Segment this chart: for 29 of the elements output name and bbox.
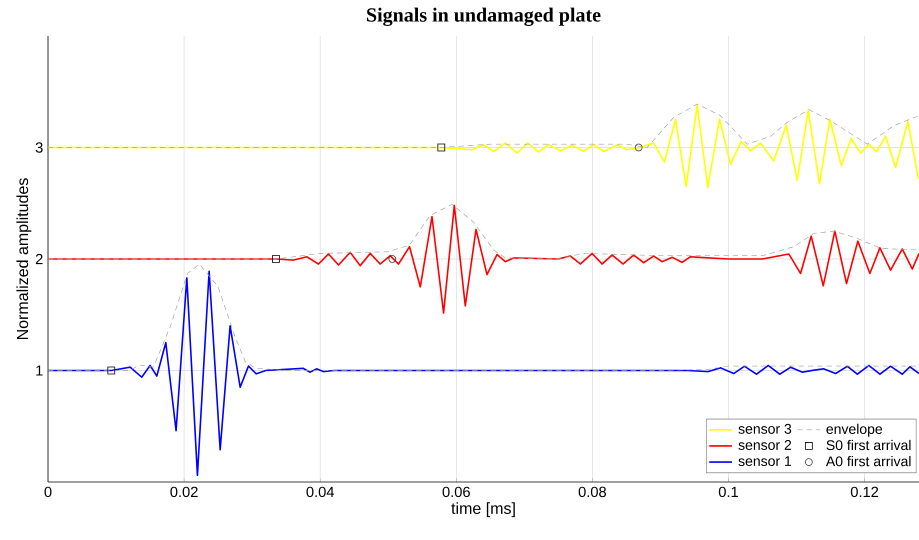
x-tick-label: 0.12 bbox=[850, 486, 878, 498]
x-tick-label: 0.04 bbox=[306, 486, 334, 498]
y-tick-label: 2 bbox=[36, 254, 43, 264]
x-tick-label: 0.06 bbox=[442, 486, 470, 498]
point bbox=[107, 366, 116, 374]
x-tick-label: 0.1 bbox=[718, 486, 738, 498]
line-series bbox=[48, 204, 919, 260]
y-tick-label: 1 bbox=[36, 365, 43, 376]
legend-label: A0 first arrival bbox=[826, 456, 911, 466]
x-axis-title: time [ms] bbox=[451, 502, 515, 518]
chart-title: Signals in undamaged plate bbox=[367, 8, 601, 26]
legend-label: S0 first arrival bbox=[826, 440, 911, 450]
y-axis-title: Normalized amplitudes bbox=[16, 178, 32, 340]
y-tick-label: 3 bbox=[36, 142, 43, 153]
point bbox=[272, 255, 280, 263]
line-series bbox=[48, 104, 919, 148]
legend-label: sensor 3 bbox=[738, 424, 792, 434]
x-tick-label: 0.02 bbox=[170, 486, 198, 498]
point bbox=[388, 255, 396, 263]
line-series bbox=[48, 204, 919, 314]
point bbox=[437, 144, 446, 152]
line-series bbox=[48, 104, 919, 188]
legend-label: sensor 2 bbox=[738, 440, 792, 450]
legend-label: envelope bbox=[826, 424, 882, 437]
point bbox=[634, 144, 643, 152]
x-tick-label: 0.08 bbox=[578, 486, 606, 498]
legend-label: sensor 1 bbox=[738, 456, 792, 466]
x-tick-label: 0 bbox=[44, 486, 52, 498]
line-series bbox=[48, 264, 919, 371]
